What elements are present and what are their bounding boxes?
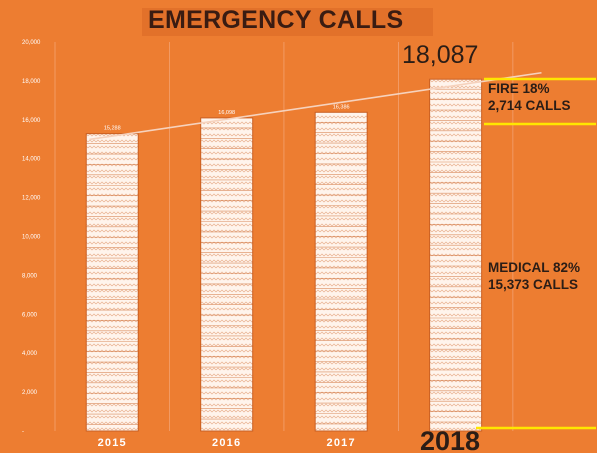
y-tick-label: - — [22, 429, 24, 435]
y-tick-label: 6,000 — [22, 312, 38, 318]
category-label-2017: 2017 — [327, 437, 356, 449]
medical-percent-label: MEDICAL 82% — [488, 260, 581, 275]
y-tick-label: 12,000 — [22, 196, 41, 202]
chart-title: EMERGENCY CALLS — [148, 6, 404, 34]
highlight-value-label: 18,087 — [402, 41, 479, 69]
data-label-2015: 15,288 — [104, 126, 121, 132]
fire-percent-label: FIRE 18% — [488, 81, 550, 96]
y-tick-label: 2,000 — [22, 390, 38, 396]
bar-2017 — [314, 111, 368, 432]
data-label-2017: 16,386 — [333, 104, 350, 110]
highlight-year-label: 2018 — [420, 426, 481, 453]
trendline — [89, 71, 542, 141]
y-tick-label: 8,000 — [22, 273, 38, 279]
fire-callout: FIRE 18% 2,714 CALLS — [488, 80, 571, 114]
callout-layer — [476, 77, 596, 430]
medical-callout: MEDICAL 82% 15,373 CALLS — [488, 259, 580, 293]
medical-calls-label: 15,373 CALLS — [488, 277, 579, 292]
category-label-2015: 2015 — [98, 437, 127, 449]
axis-layer: - 2,000 4,000 6,000 8,000 10,000 12,000 14,000 1… — [22, 40, 356, 449]
fire-calls-label: 2,714 CALLS — [488, 98, 571, 113]
y-tick-label: 14,000 — [22, 157, 41, 163]
bar-2018 — [429, 78, 483, 432]
grid-layer — [54, 42, 514, 431]
y-tick-label: 10,000 — [22, 235, 41, 241]
title-band — [142, 8, 433, 36]
y-tick-label: 16,000 — [22, 118, 41, 124]
bar-2016 — [200, 117, 254, 432]
bar-2015 — [85, 133, 139, 432]
trend-layer — [89, 71, 542, 141]
y-tick-label: 18,000 — [22, 79, 41, 85]
data-label-2016: 16,098 — [218, 110, 235, 116]
category-label-2016: 2016 — [212, 437, 241, 449]
bar-layer: 15,288 16,098 16,386 — [85, 78, 483, 432]
y-tick-label: 4,000 — [22, 351, 38, 357]
y-tick-label: 20,000 — [22, 40, 41, 46]
